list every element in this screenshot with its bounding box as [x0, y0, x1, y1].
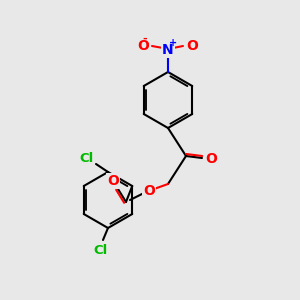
Text: Cl: Cl: [79, 152, 93, 164]
Text: Cl: Cl: [93, 244, 107, 256]
Text: +: +: [169, 38, 177, 48]
Text: O: O: [143, 184, 155, 198]
Text: O: O: [205, 152, 217, 166]
Text: N: N: [162, 43, 174, 57]
Text: O: O: [186, 39, 198, 53]
Text: -: -: [143, 34, 147, 44]
Text: O: O: [107, 174, 119, 188]
Text: O: O: [137, 39, 149, 53]
